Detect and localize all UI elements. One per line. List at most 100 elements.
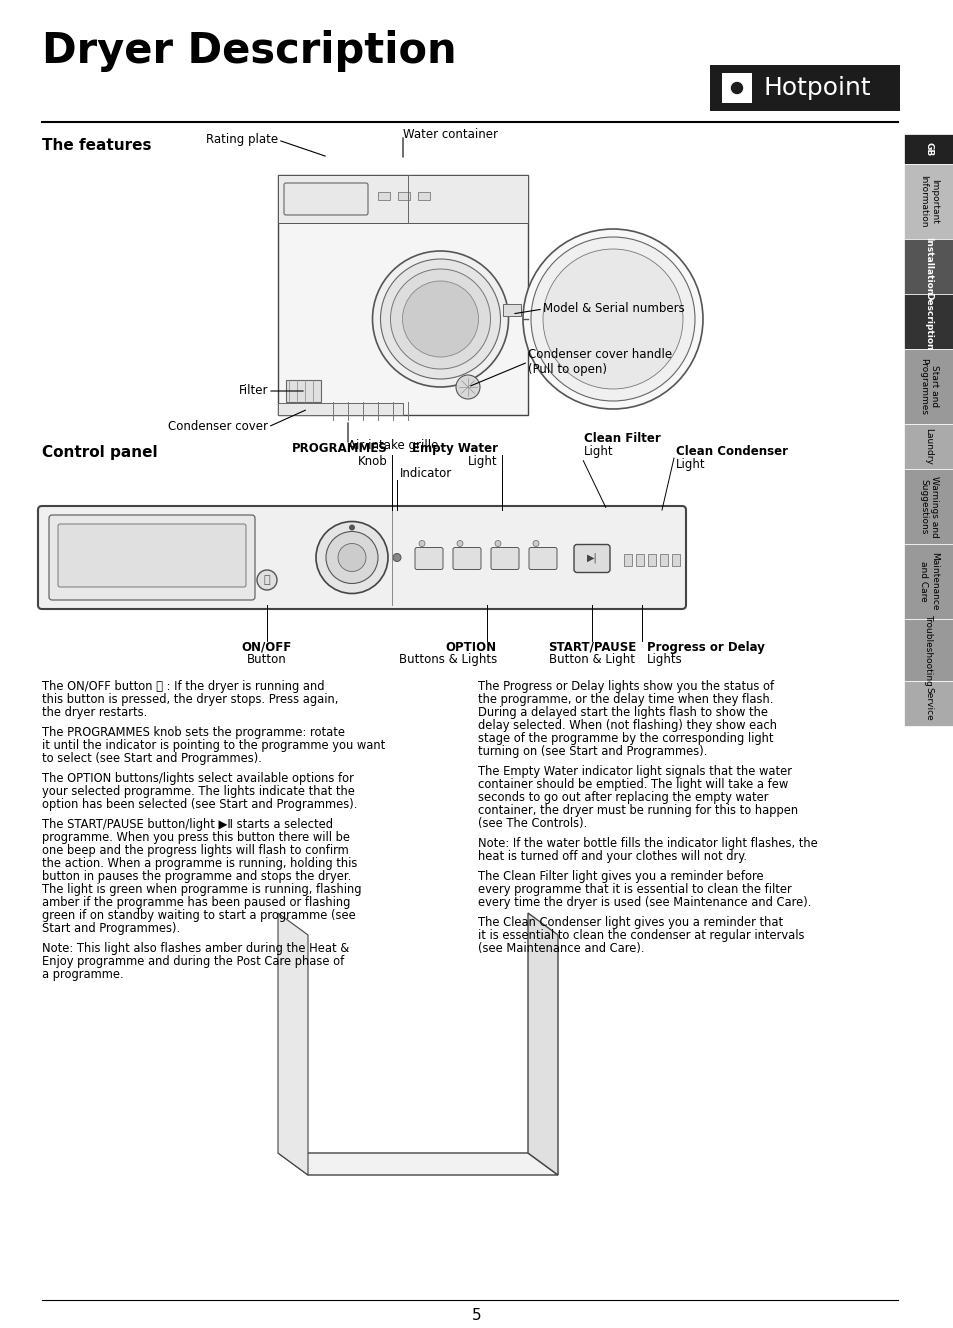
Text: one beep and the progress lights will flash to confirm: one beep and the progress lights will fl…: [42, 845, 349, 857]
Text: 5: 5: [472, 1308, 481, 1324]
Bar: [671, 554, 679, 566]
Text: container should be emptied. The light will take a few: container should be emptied. The light w…: [477, 778, 787, 791]
Circle shape: [372, 251, 508, 386]
Text: Buttons & Lights: Buttons & Lights: [398, 653, 497, 667]
Bar: [903, 681, 953, 726]
Text: Knob: Knob: [358, 456, 388, 467]
Text: Condenser cover: Condenser cover: [168, 421, 268, 433]
Circle shape: [315, 522, 388, 594]
Text: Troubleshooting: Troubleshooting: [923, 614, 933, 687]
Bar: [397, 193, 410, 201]
FancyBboxPatch shape: [38, 506, 685, 610]
Bar: [636, 554, 643, 566]
Text: Model & Serial numbers: Model & Serial numbers: [542, 303, 684, 316]
Bar: [903, 619, 953, 681]
Text: GB: GB: [923, 142, 933, 157]
FancyBboxPatch shape: [453, 547, 480, 570]
Text: The ON/OFF button ⓘ : If the dryer is running and: The ON/OFF button ⓘ : If the dryer is ru…: [42, 680, 324, 693]
Text: it until the indicator is pointing to the programme you want: it until the indicator is pointing to th…: [42, 738, 385, 752]
Circle shape: [337, 543, 366, 571]
Bar: [709, 65, 899, 112]
Text: every time the dryer is used (see Maintenance and Care).: every time the dryer is used (see Mainte…: [477, 896, 810, 908]
Text: Warnings and
Suggestions: Warnings and Suggestions: [919, 475, 938, 538]
Text: delay selected. When (not flashing) they show each: delay selected. When (not flashing) they…: [477, 718, 776, 732]
Bar: [903, 134, 953, 163]
Text: Service: Service: [923, 687, 933, 720]
Text: container, the dryer must be running for this to happen: container, the dryer must be running for…: [477, 803, 798, 817]
Text: it is essential to clean the condenser at regular intervals: it is essential to clean the condenser a…: [477, 930, 803, 942]
Text: every programme that it is essential to clean the filter: every programme that it is essential to …: [477, 883, 791, 896]
FancyBboxPatch shape: [284, 183, 368, 215]
Text: Light: Light: [583, 445, 613, 458]
Bar: [502, 304, 520, 316]
Text: Maintenance
and Care: Maintenance and Care: [919, 552, 938, 611]
Circle shape: [390, 270, 490, 369]
Bar: [903, 293, 953, 349]
Bar: [903, 469, 953, 544]
Text: ON/OFF: ON/OFF: [242, 641, 292, 653]
Text: Note: This light also flashes amber during the Heat &: Note: This light also flashes amber duri…: [42, 942, 349, 955]
Text: option has been selected (see Start and Programmes).: option has been selected (see Start and …: [42, 798, 357, 811]
Text: your selected programme. The lights indicate that the: your selected programme. The lights indi…: [42, 785, 355, 798]
Text: Clean Condenser: Clean Condenser: [676, 445, 787, 458]
Text: Water container: Water container: [402, 129, 497, 142]
Text: Indicator: Indicator: [399, 467, 452, 479]
Text: The features: The features: [42, 138, 152, 153]
Text: During a delayed start the lights flash to show the: During a delayed start the lights flash …: [477, 706, 767, 718]
Text: Condenser cover handle
(Pull to open): Condenser cover handle (Pull to open): [527, 348, 672, 376]
Bar: [286, 380, 320, 402]
Text: The Clean Filter light gives you a reminder before: The Clean Filter light gives you a remin…: [477, 870, 762, 883]
Text: this button is pressed, the dryer stops. Press again,: this button is pressed, the dryer stops.…: [42, 693, 338, 706]
Bar: [623, 554, 631, 566]
Polygon shape: [527, 914, 558, 1175]
Text: Installation: Installation: [923, 238, 933, 296]
Circle shape: [731, 82, 741, 93]
Bar: [277, 175, 527, 414]
Text: Dryer Description: Dryer Description: [42, 31, 456, 72]
Text: Button & Light: Button & Light: [548, 653, 635, 667]
Circle shape: [402, 282, 478, 357]
Text: Light: Light: [468, 456, 497, 467]
Text: ⏻: ⏻: [263, 575, 270, 586]
Circle shape: [542, 250, 682, 389]
Text: Enjoy programme and during the Post Care phase of: Enjoy programme and during the Post Care…: [42, 955, 344, 968]
Circle shape: [522, 228, 702, 409]
Text: The START/PAUSE button/light ▶Ⅱ starts a selected: The START/PAUSE button/light ▶Ⅱ starts a…: [42, 818, 333, 831]
Circle shape: [456, 540, 462, 547]
Text: Description: Description: [923, 292, 933, 351]
Polygon shape: [277, 1153, 558, 1175]
Text: amber if the programme has been paused or flashing: amber if the programme has been paused o…: [42, 896, 350, 908]
Text: Start and Programmes).: Start and Programmes).: [42, 922, 180, 935]
Text: The Clean Condenser light gives you a reminder that: The Clean Condenser light gives you a re…: [477, 916, 782, 930]
Text: PROGRAMMES: PROGRAMMES: [292, 442, 388, 456]
Text: The OPTION buttons/lights select available options for: The OPTION buttons/lights select availab…: [42, 772, 354, 785]
Bar: [903, 544, 953, 619]
Bar: [277, 175, 527, 223]
Text: The Empty Water indicator light signals that the water: The Empty Water indicator light signals …: [477, 765, 791, 778]
Text: OPTION: OPTION: [445, 641, 497, 653]
Text: green if on standby waiting to start a programme (see: green if on standby waiting to start a p…: [42, 908, 355, 922]
Text: Button: Button: [247, 653, 287, 667]
Bar: [903, 163, 953, 239]
Text: Filter: Filter: [238, 385, 268, 397]
Text: Important
Information: Important Information: [919, 175, 938, 227]
Circle shape: [349, 525, 355, 530]
Text: The Progress or Delay lights show you the status of: The Progress or Delay lights show you th…: [477, 680, 773, 693]
Circle shape: [495, 540, 500, 547]
Text: stage of the programme by the corresponding light: stage of the programme by the correspond…: [477, 732, 773, 745]
Bar: [903, 349, 953, 424]
Bar: [417, 193, 430, 201]
Text: Clean Filter: Clean Filter: [583, 432, 660, 445]
Text: (see The Controls).: (see The Controls).: [477, 817, 587, 830]
Bar: [903, 239, 953, 293]
FancyBboxPatch shape: [574, 544, 609, 572]
Bar: [659, 554, 667, 566]
Text: Note: If the water bottle fills the indicator light flashes, the: Note: If the water bottle fills the indi…: [477, 837, 817, 850]
Text: The light is green when programme is running, flashing: The light is green when programme is run…: [42, 883, 361, 896]
Text: button in pauses the programme and stops the dryer.: button in pauses the programme and stops…: [42, 870, 351, 883]
FancyBboxPatch shape: [529, 547, 557, 570]
Circle shape: [531, 236, 695, 401]
Text: to select (see Start and Programmes).: to select (see Start and Programmes).: [42, 752, 262, 765]
Circle shape: [380, 259, 500, 378]
FancyBboxPatch shape: [415, 547, 442, 570]
